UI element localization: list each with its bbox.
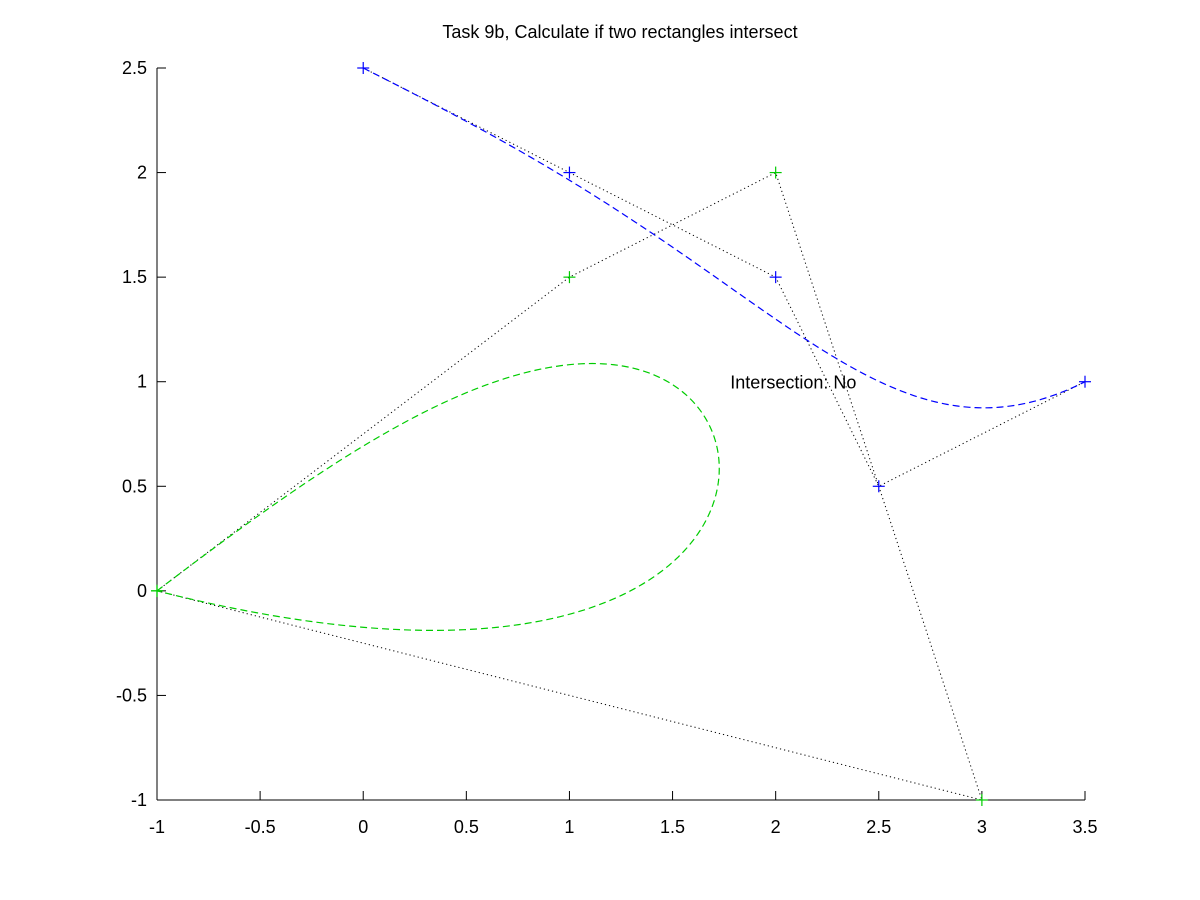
axes: -1 -0.5 0 0.5 1 1.5 2 2.5 3 3.5 -1 -0.5 0 0.5 1 1.5 2 2.5 bbox=[116, 58, 1098, 837]
y-tick-label: 2.5 bbox=[122, 58, 147, 78]
control-point-marker bbox=[872, 480, 885, 493]
control-point-marker bbox=[975, 794, 988, 806]
y-tick-label: 1.5 bbox=[122, 267, 147, 287]
annotations: Intersection: No bbox=[730, 373, 856, 393]
x-tick-label: 0.5 bbox=[454, 817, 479, 837]
x-tick-label: 1.5 bbox=[660, 817, 685, 837]
control-point-marker bbox=[769, 271, 782, 284]
x-tick-label: 3 bbox=[977, 817, 987, 837]
x-tick-label: -0.5 bbox=[245, 817, 276, 837]
control-point-marker bbox=[769, 166, 782, 179]
bezier-curves bbox=[156, 67, 1086, 631]
control-polygons bbox=[156, 67, 1086, 801]
chart-title: Task 9b, Calculate if two rectangles int… bbox=[442, 22, 797, 42]
x-tick-label: -1 bbox=[149, 817, 165, 837]
y-tick-label: 0.5 bbox=[122, 476, 147, 496]
x-tick-label: 0 bbox=[358, 817, 368, 837]
control-point-marker bbox=[563, 271, 576, 284]
bezier-curve-0 bbox=[362, 67, 1086, 409]
y-tick-label: -1 bbox=[131, 790, 147, 810]
control-point-marker bbox=[1079, 375, 1091, 388]
x-tick-label: 3.5 bbox=[1072, 817, 1097, 837]
x-tick-label: 2 bbox=[771, 817, 781, 837]
y-tick-label: 1 bbox=[137, 372, 147, 392]
annotation-text: Intersection: No bbox=[730, 373, 856, 393]
y-tick-label: 2 bbox=[137, 163, 147, 183]
x-tick-label: 2.5 bbox=[866, 817, 891, 837]
y-tick-label: -0.5 bbox=[116, 685, 147, 705]
control-point-marker bbox=[151, 584, 163, 597]
control-point-marker bbox=[357, 62, 370, 74]
y-tick-label: 0 bbox=[137, 581, 147, 601]
control-polygon-0 bbox=[362, 67, 1086, 487]
control-point-marker bbox=[563, 166, 576, 179]
control-point-markers bbox=[151, 62, 1091, 806]
x-tick-label: 1 bbox=[564, 817, 574, 837]
control-polygon-1 bbox=[156, 171, 983, 801]
bezier-curve-1 bbox=[156, 362, 720, 631]
